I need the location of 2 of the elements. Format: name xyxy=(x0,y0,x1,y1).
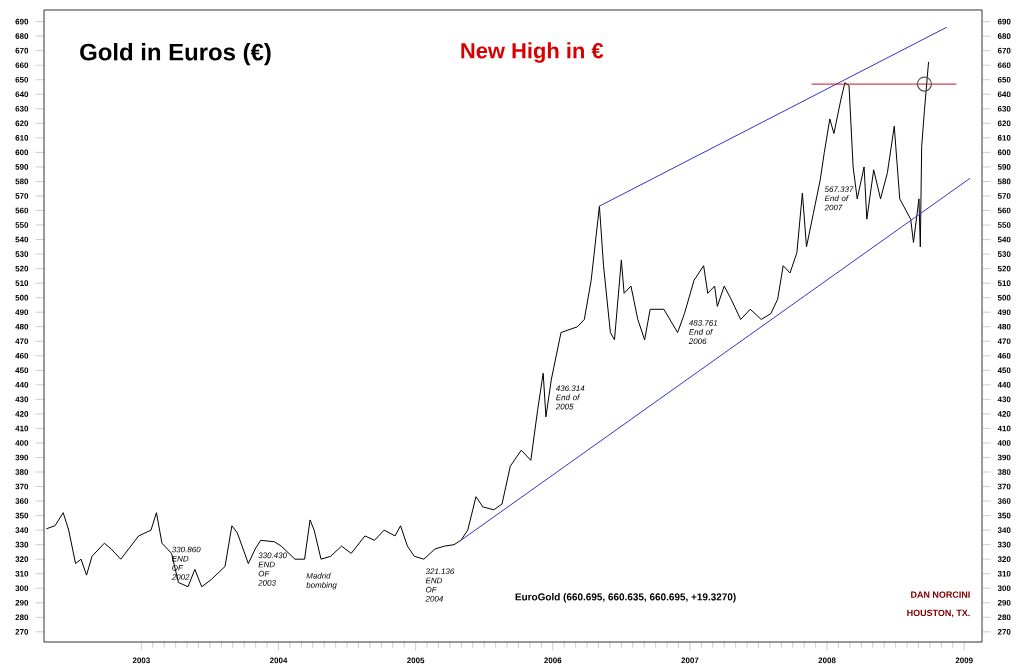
text: Gold in Euros (€) xyxy=(80,43,271,66)
annotation: New High in € xyxy=(461,42,604,63)
